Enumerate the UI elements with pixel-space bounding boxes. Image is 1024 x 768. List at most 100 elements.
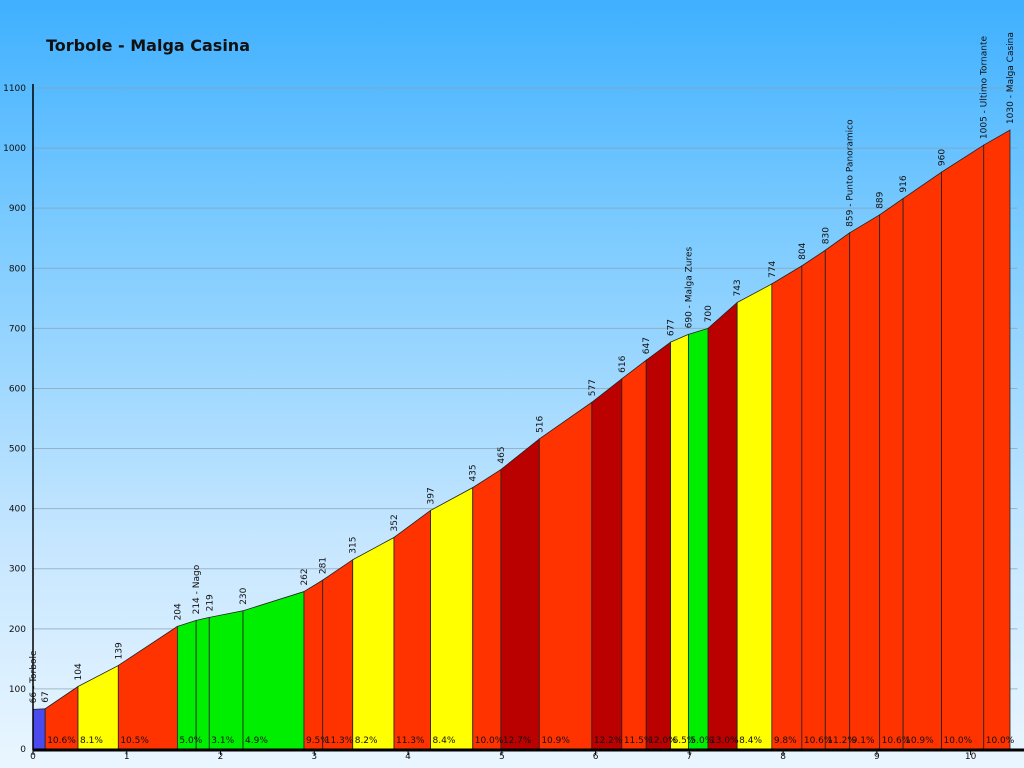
segment-area [117, 625, 178, 750]
point-label: 397 [427, 487, 437, 504]
y-tick-label: 200 [9, 625, 26, 635]
segment-area [32, 708, 46, 750]
segment-area [801, 249, 826, 750]
grade-label: 10.9% [541, 736, 570, 746]
y-tick-label: 300 [9, 565, 26, 575]
point-label: 677 [667, 319, 677, 336]
segment-area [322, 558, 354, 750]
point-label: 889 [876, 191, 886, 208]
point-label: 352 [390, 514, 400, 531]
point-label: 577 [588, 379, 598, 396]
point-label: 104 [74, 663, 84, 680]
x-tick-label: 4 [405, 752, 411, 762]
point-label: 516 [535, 415, 545, 432]
point-label: 204 [173, 603, 183, 620]
x-tick-label: 2 [218, 752, 224, 762]
grade-label: 13.0% [710, 736, 739, 746]
grade-label: 12.7% [503, 736, 532, 746]
segment-area [736, 283, 773, 750]
grade-label: 12.2% [594, 736, 623, 746]
segment-area [242, 591, 305, 750]
grade-labels: 10.6% 8.1% 10.5% 5.0% 3.1% 4.9% 9.5%11.3% 8.2% 1… [47, 736, 1015, 746]
segment-area [670, 333, 689, 750]
grade-label: 4.9% [245, 736, 268, 746]
point-label: 315 [349, 537, 359, 554]
y-tick-labels: 0 100 200 300 400 500 600 700 800 900 1000 1100 [3, 84, 26, 755]
point-label: 647 [642, 337, 652, 354]
segment-area [176, 619, 197, 750]
point-labels: 66 - Torbole 67 104 139 204 214 - Nago 219 230 2… [29, 32, 1016, 703]
grade-label: 8.4% [433, 736, 456, 746]
grade-label: 9.1% [852, 736, 875, 746]
point-label: 616 [618, 355, 628, 372]
segment-area [707, 301, 738, 750]
segment-area [849, 214, 881, 750]
x-tick-label: 7 [686, 752, 692, 762]
y-tick-label: 500 [9, 445, 26, 455]
point-label: 804 [798, 242, 808, 259]
grade-label: 9.5% [306, 736, 329, 746]
segment-area [902, 171, 942, 750]
grade-label: 10.6% [882, 736, 911, 746]
grade-label: 10.9% [905, 736, 934, 746]
x-tick-label: 8 [780, 752, 786, 762]
segment-area [500, 438, 540, 750]
grade-label: 10.6% [47, 736, 76, 746]
y-tick-label: 1000 [3, 144, 26, 154]
grade-label: 8.4% [739, 736, 762, 746]
point-label: 700 [704, 305, 714, 322]
x-tick-label: 1 [124, 752, 130, 762]
segment-area [771, 265, 803, 750]
x-tick-label: 3 [311, 752, 317, 762]
segment-area [591, 378, 623, 750]
segment-area [645, 341, 671, 750]
segment-area [430, 486, 474, 750]
y-tick-label: 400 [9, 505, 26, 515]
point-label: 281 [319, 557, 329, 574]
grade-label: 6.5% [673, 736, 696, 746]
x-tick-label: 0 [30, 752, 36, 762]
grade-label: 12.0% [648, 736, 677, 746]
point-label: 690 - Malga Zures [684, 246, 694, 328]
segment-area [472, 468, 502, 750]
point-label: 139 [114, 642, 124, 659]
grade-label: 11.5% [624, 736, 653, 746]
y-tick-label: 0 [20, 745, 26, 755]
grade-label: 5.0% [179, 736, 202, 746]
y-tick-label: 800 [9, 264, 26, 274]
segment-area [879, 197, 904, 750]
x-tick-label: 5 [499, 752, 505, 762]
point-label: 66 - Torbole [29, 650, 39, 703]
segment-area [983, 129, 1011, 750]
grade-label: 11.3% [396, 736, 425, 746]
x-tick-label: 10 [965, 752, 977, 762]
grade-label: 10.0% [475, 736, 504, 746]
grade-label: 9.8% [774, 736, 797, 746]
y-tick-label: 1100 [3, 84, 26, 94]
point-label: 67 [41, 691, 51, 702]
grade-label: 10.5% [120, 736, 149, 746]
point-label: 1005 - Ultimo Tornante [980, 35, 990, 139]
point-label: 960 [938, 149, 948, 166]
point-label: 859 - Punto Panoramico [846, 119, 856, 227]
point-label: 830 [821, 227, 831, 244]
point-label: 774 [768, 260, 778, 277]
grade-label: 11.3% [325, 736, 354, 746]
y-tick-label: 700 [9, 324, 26, 334]
point-label: 1030 - Malga Casina [1006, 32, 1016, 124]
grade-label: 5.0% [690, 736, 713, 746]
x-tick-label: 6 [593, 752, 599, 762]
segment-area [824, 232, 851, 750]
point-label: 916 [899, 175, 909, 192]
segment-area [687, 327, 709, 750]
point-label: 219 [205, 594, 215, 611]
point-label: 262 [300, 568, 310, 585]
y-tick-label: 100 [9, 685, 26, 695]
point-label: 214 - Nago [192, 564, 202, 614]
chart-title: Torbole - Malga Casina [46, 36, 250, 55]
grade-label: 11.2% [827, 736, 856, 746]
segment-area [208, 610, 244, 750]
point-label: 743 [733, 279, 743, 296]
grade-label: 3.1% [211, 736, 234, 746]
axes [32, 84, 1024, 755]
